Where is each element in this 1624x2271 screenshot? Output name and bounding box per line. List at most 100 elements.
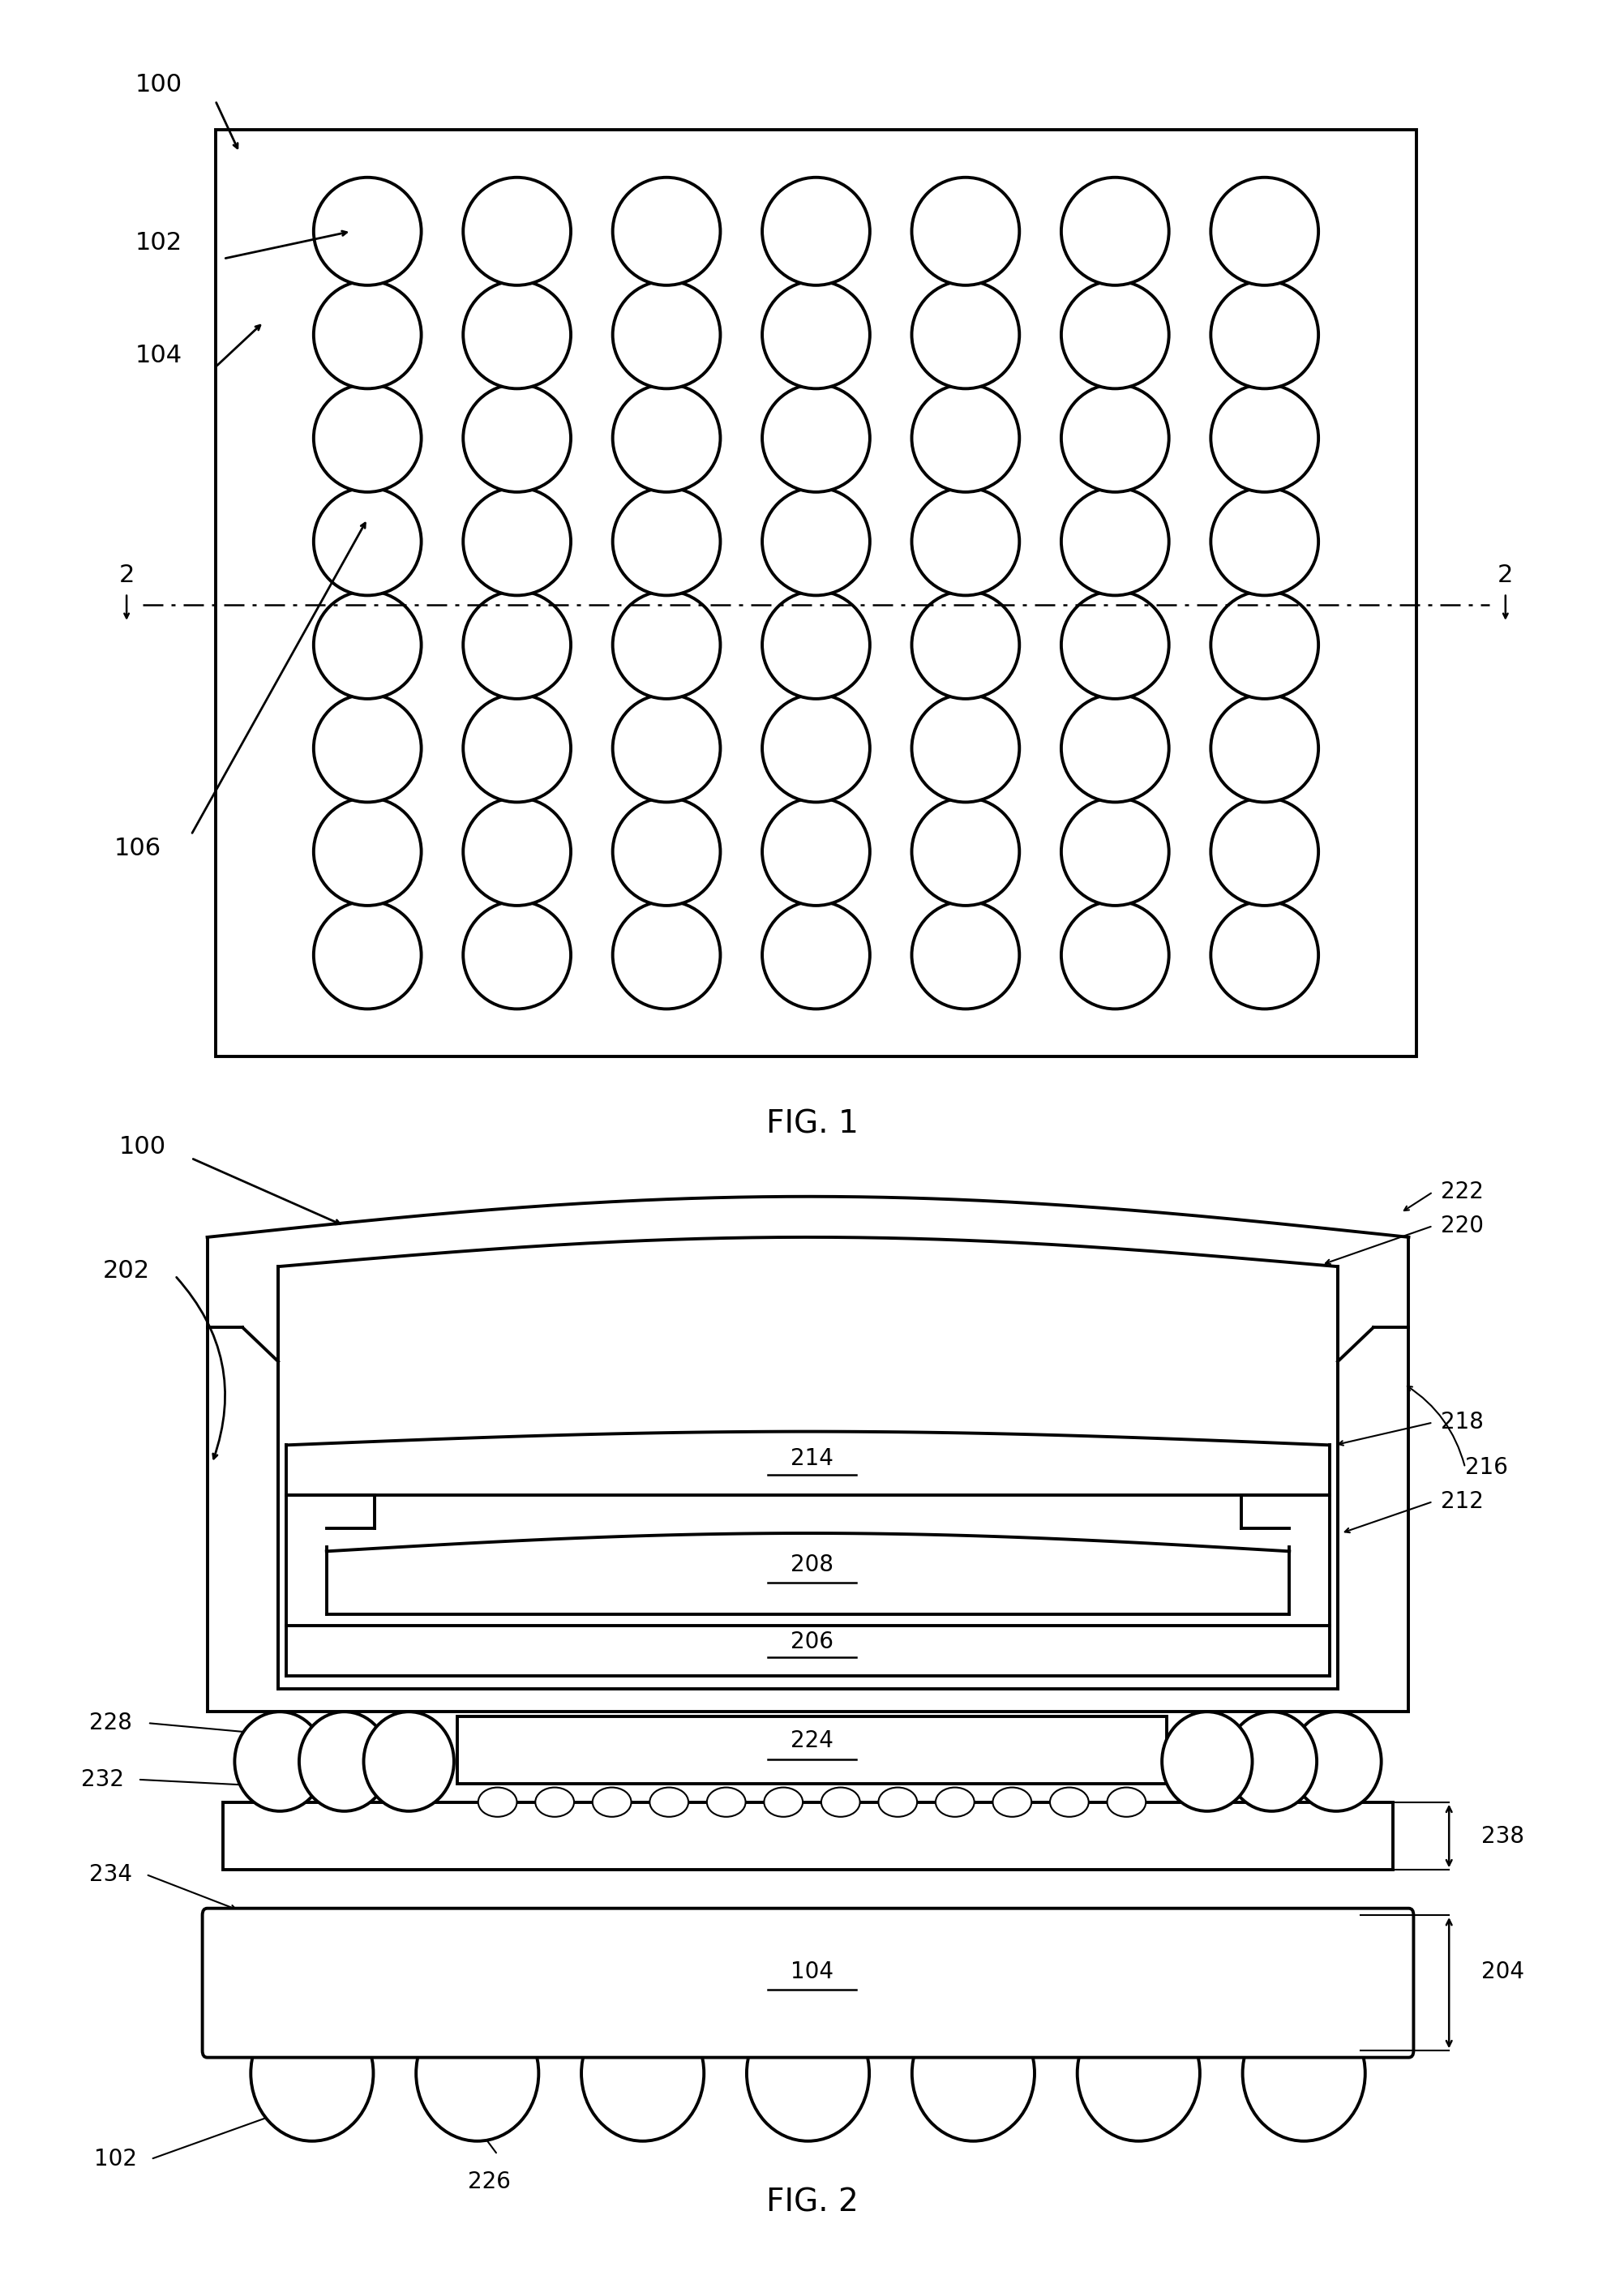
Ellipse shape — [650, 1787, 689, 1817]
Text: 238: 238 — [1481, 1824, 1525, 1846]
Ellipse shape — [911, 902, 1020, 1008]
Ellipse shape — [747, 2005, 869, 2142]
Ellipse shape — [313, 590, 421, 699]
Ellipse shape — [612, 488, 721, 595]
Ellipse shape — [762, 695, 870, 802]
Text: 222: 222 — [1440, 1181, 1484, 1204]
Ellipse shape — [762, 797, 870, 906]
Ellipse shape — [234, 1712, 325, 1812]
Ellipse shape — [911, 488, 1020, 595]
FancyBboxPatch shape — [203, 1908, 1413, 2058]
Ellipse shape — [612, 902, 721, 1008]
Ellipse shape — [762, 488, 870, 595]
Ellipse shape — [992, 1787, 1031, 1817]
Ellipse shape — [763, 1787, 802, 1817]
Text: 100: 100 — [119, 1136, 166, 1158]
Ellipse shape — [1108, 1787, 1147, 1817]
Ellipse shape — [1212, 177, 1319, 286]
Ellipse shape — [463, 488, 570, 595]
Ellipse shape — [416, 2005, 539, 2142]
Ellipse shape — [250, 2005, 374, 2142]
Ellipse shape — [822, 1787, 861, 1817]
Ellipse shape — [911, 177, 1020, 286]
Ellipse shape — [463, 282, 570, 388]
Ellipse shape — [463, 902, 570, 1008]
Ellipse shape — [879, 1787, 918, 1817]
Ellipse shape — [477, 1787, 516, 1817]
Text: 102: 102 — [94, 2148, 136, 2171]
Ellipse shape — [593, 1787, 632, 1817]
Bar — [224, 1803, 1393, 1869]
Text: 2: 2 — [1497, 563, 1514, 586]
Ellipse shape — [911, 384, 1020, 493]
Text: 102: 102 — [135, 232, 182, 254]
Ellipse shape — [364, 1712, 455, 1812]
Ellipse shape — [911, 282, 1020, 388]
Ellipse shape — [536, 1787, 573, 1817]
Ellipse shape — [1077, 2005, 1200, 2142]
Ellipse shape — [1212, 384, 1319, 493]
Text: 104: 104 — [791, 1960, 833, 1983]
Ellipse shape — [313, 177, 421, 286]
Ellipse shape — [581, 2005, 703, 2142]
Ellipse shape — [1212, 902, 1319, 1008]
Ellipse shape — [463, 384, 570, 493]
Ellipse shape — [762, 177, 870, 286]
Text: 204: 204 — [1481, 1960, 1525, 1983]
Ellipse shape — [1226, 1712, 1317, 1812]
Text: 100: 100 — [135, 73, 182, 95]
Ellipse shape — [1212, 797, 1319, 906]
Bar — [216, 129, 1416, 1056]
Ellipse shape — [1242, 2005, 1366, 2142]
Ellipse shape — [1060, 590, 1169, 699]
Ellipse shape — [1212, 282, 1319, 388]
Ellipse shape — [612, 590, 721, 699]
Ellipse shape — [612, 695, 721, 802]
Bar — [458, 1717, 1166, 1785]
Ellipse shape — [313, 384, 421, 493]
Text: 232: 232 — [81, 1769, 123, 1792]
Ellipse shape — [463, 590, 570, 699]
Text: 206: 206 — [791, 1631, 833, 1653]
Ellipse shape — [463, 177, 570, 286]
Ellipse shape — [1060, 177, 1169, 286]
Ellipse shape — [463, 797, 570, 906]
Text: 216: 216 — [1465, 1456, 1509, 1478]
Ellipse shape — [1060, 384, 1169, 493]
Ellipse shape — [612, 177, 721, 286]
Ellipse shape — [762, 282, 870, 388]
Ellipse shape — [1060, 902, 1169, 1008]
Text: 214: 214 — [791, 1447, 833, 1469]
Ellipse shape — [463, 695, 570, 802]
Ellipse shape — [1212, 695, 1319, 802]
Ellipse shape — [313, 902, 421, 1008]
Ellipse shape — [935, 1787, 974, 1817]
Ellipse shape — [313, 797, 421, 906]
Text: 226: 226 — [468, 2171, 512, 2194]
Ellipse shape — [911, 590, 1020, 699]
Ellipse shape — [612, 282, 721, 388]
Text: FIG. 1: FIG. 1 — [767, 1108, 857, 1140]
Text: 220: 220 — [1440, 1215, 1484, 1238]
Text: 228: 228 — [89, 1712, 132, 1735]
Ellipse shape — [1161, 1712, 1252, 1812]
Ellipse shape — [913, 2005, 1034, 2142]
Text: 224: 224 — [791, 1731, 833, 1753]
Ellipse shape — [1051, 1787, 1088, 1817]
Ellipse shape — [706, 1787, 745, 1817]
Ellipse shape — [1060, 695, 1169, 802]
Text: 234: 234 — [89, 1862, 132, 1885]
Ellipse shape — [313, 282, 421, 388]
Ellipse shape — [1291, 1712, 1382, 1812]
Ellipse shape — [911, 695, 1020, 802]
Text: 202: 202 — [102, 1260, 149, 1283]
Ellipse shape — [1212, 590, 1319, 699]
Ellipse shape — [911, 797, 1020, 906]
Ellipse shape — [299, 1712, 390, 1812]
Text: 218: 218 — [1440, 1410, 1484, 1433]
Text: 2: 2 — [119, 563, 135, 586]
Ellipse shape — [612, 797, 721, 906]
Ellipse shape — [612, 384, 721, 493]
Ellipse shape — [762, 384, 870, 493]
Text: FIG. 2: FIG. 2 — [767, 2187, 857, 2216]
